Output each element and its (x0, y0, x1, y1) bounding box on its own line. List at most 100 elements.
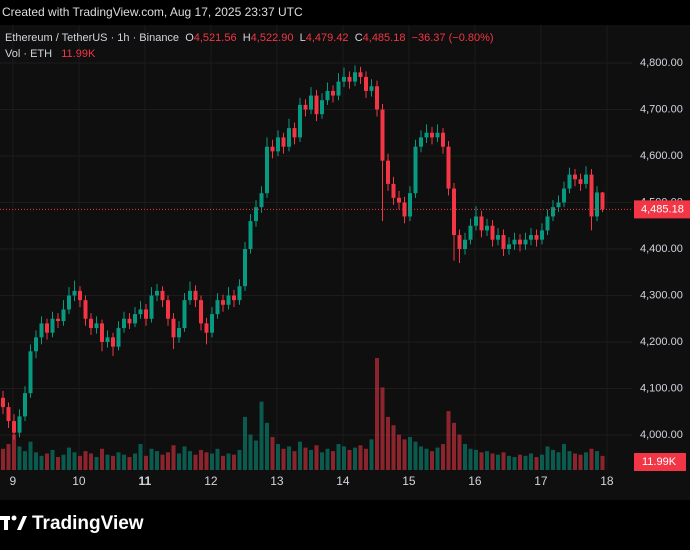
candle-body (210, 314, 214, 333)
volume-bar (23, 451, 27, 470)
volume-bar (127, 457, 132, 470)
volume-bar (248, 434, 253, 470)
candle-body (100, 323, 104, 342)
volume-bar (567, 451, 572, 470)
volume-bar (380, 387, 385, 470)
candle-body (177, 328, 181, 338)
candle-body (551, 207, 555, 217)
candle-body (265, 146, 269, 194)
volume-bar (402, 439, 407, 470)
volume-bar (595, 451, 599, 470)
candle-body (419, 137, 423, 147)
candle-body (402, 202, 407, 217)
volume-bar (573, 453, 577, 470)
volume-bar (204, 452, 209, 470)
candle-body (463, 239, 467, 249)
candle-body (347, 76, 352, 82)
candle-body (567, 174, 572, 189)
candle-body (320, 100, 324, 115)
candle-body (287, 128, 291, 147)
candle-body (336, 81, 341, 96)
volume-bar (138, 444, 143, 470)
volume-bar (116, 452, 121, 470)
candle-body (375, 86, 379, 110)
y-tick-label: 4,100.00 (640, 382, 683, 394)
volume-bar (12, 434, 16, 470)
candle-body (523, 239, 528, 245)
candle-body (61, 309, 66, 322)
candle-body (518, 239, 522, 245)
candle-body (386, 160, 390, 184)
volume-bar (463, 444, 467, 470)
ohlc-key: L (299, 32, 306, 44)
volume-bar (221, 455, 225, 470)
volume-bar (83, 451, 88, 470)
volume-badge (634, 453, 686, 471)
volume-bar (171, 445, 176, 470)
volume-badge-label: 11.99K (642, 456, 677, 468)
candle-body (171, 318, 176, 338)
y-tick-label: 4,700.00 (640, 103, 683, 115)
candle-body (72, 290, 77, 296)
candle-body (122, 318, 126, 329)
volume-bar (353, 447, 357, 470)
volume-bar (72, 452, 77, 470)
volume-bar (386, 416, 390, 470)
legend: Ethereum / TetherUS · 1h · Binance O4,52… (5, 32, 494, 44)
candle-body (226, 295, 231, 305)
volume-bar (89, 453, 93, 470)
volume-bar (133, 453, 137, 470)
volume-bar (369, 439, 374, 470)
volume-bar (105, 454, 110, 470)
volume-bar (320, 452, 324, 470)
volume-bar (166, 452, 170, 470)
candle-body (364, 76, 368, 91)
candle-body (259, 193, 264, 208)
x-tick-label: 14 (336, 474, 350, 488)
last-price-label: 4,485.18 (641, 203, 684, 215)
volume-bar (226, 453, 231, 470)
volume-bar (479, 452, 484, 470)
candle-body (435, 132, 440, 138)
brand: TradingView (32, 513, 144, 534)
candle-body (276, 137, 280, 152)
candle-body (116, 328, 121, 347)
volume-bar (67, 447, 71, 470)
candle-body (243, 249, 247, 287)
volume-bar (446, 411, 451, 470)
volume-bar (281, 448, 286, 470)
candle-body (595, 192, 599, 217)
candle-body (479, 216, 484, 231)
candle-body (303, 104, 308, 110)
candle-body (149, 295, 154, 319)
candle-body (39, 323, 44, 338)
volume-name: Vol · ETH (5, 48, 53, 60)
y-tick-label: 4,600.00 (640, 150, 683, 162)
candle-body (67, 295, 71, 310)
volume-bar (254, 440, 258, 470)
candle-body (408, 193, 412, 217)
volume-bar (556, 452, 561, 470)
candle-body (105, 337, 110, 342)
volume-bar (413, 441, 418, 470)
volume-bar (501, 452, 506, 470)
candle-body (138, 309, 143, 315)
candle-body (325, 90, 330, 101)
volume-bar (551, 449, 555, 470)
x-tick-label: 10 (72, 474, 86, 488)
ohlc-value: 4,521.56 (193, 32, 237, 44)
y-tick-label: 4,300.00 (640, 289, 683, 301)
ohlc-value: 4,479.42 (305, 32, 349, 44)
volume-bar (512, 457, 517, 470)
x-tick-label: 11 (139, 474, 152, 488)
candle-body (485, 225, 489, 231)
candle-body (45, 323, 49, 333)
candle-body (6, 407, 11, 422)
candle-body (281, 137, 286, 147)
candle-body (94, 323, 99, 329)
volume-bar (584, 452, 588, 470)
footer: TradingView (0, 500, 690, 550)
volume-bar (199, 449, 203, 470)
volume-bar (276, 444, 280, 470)
